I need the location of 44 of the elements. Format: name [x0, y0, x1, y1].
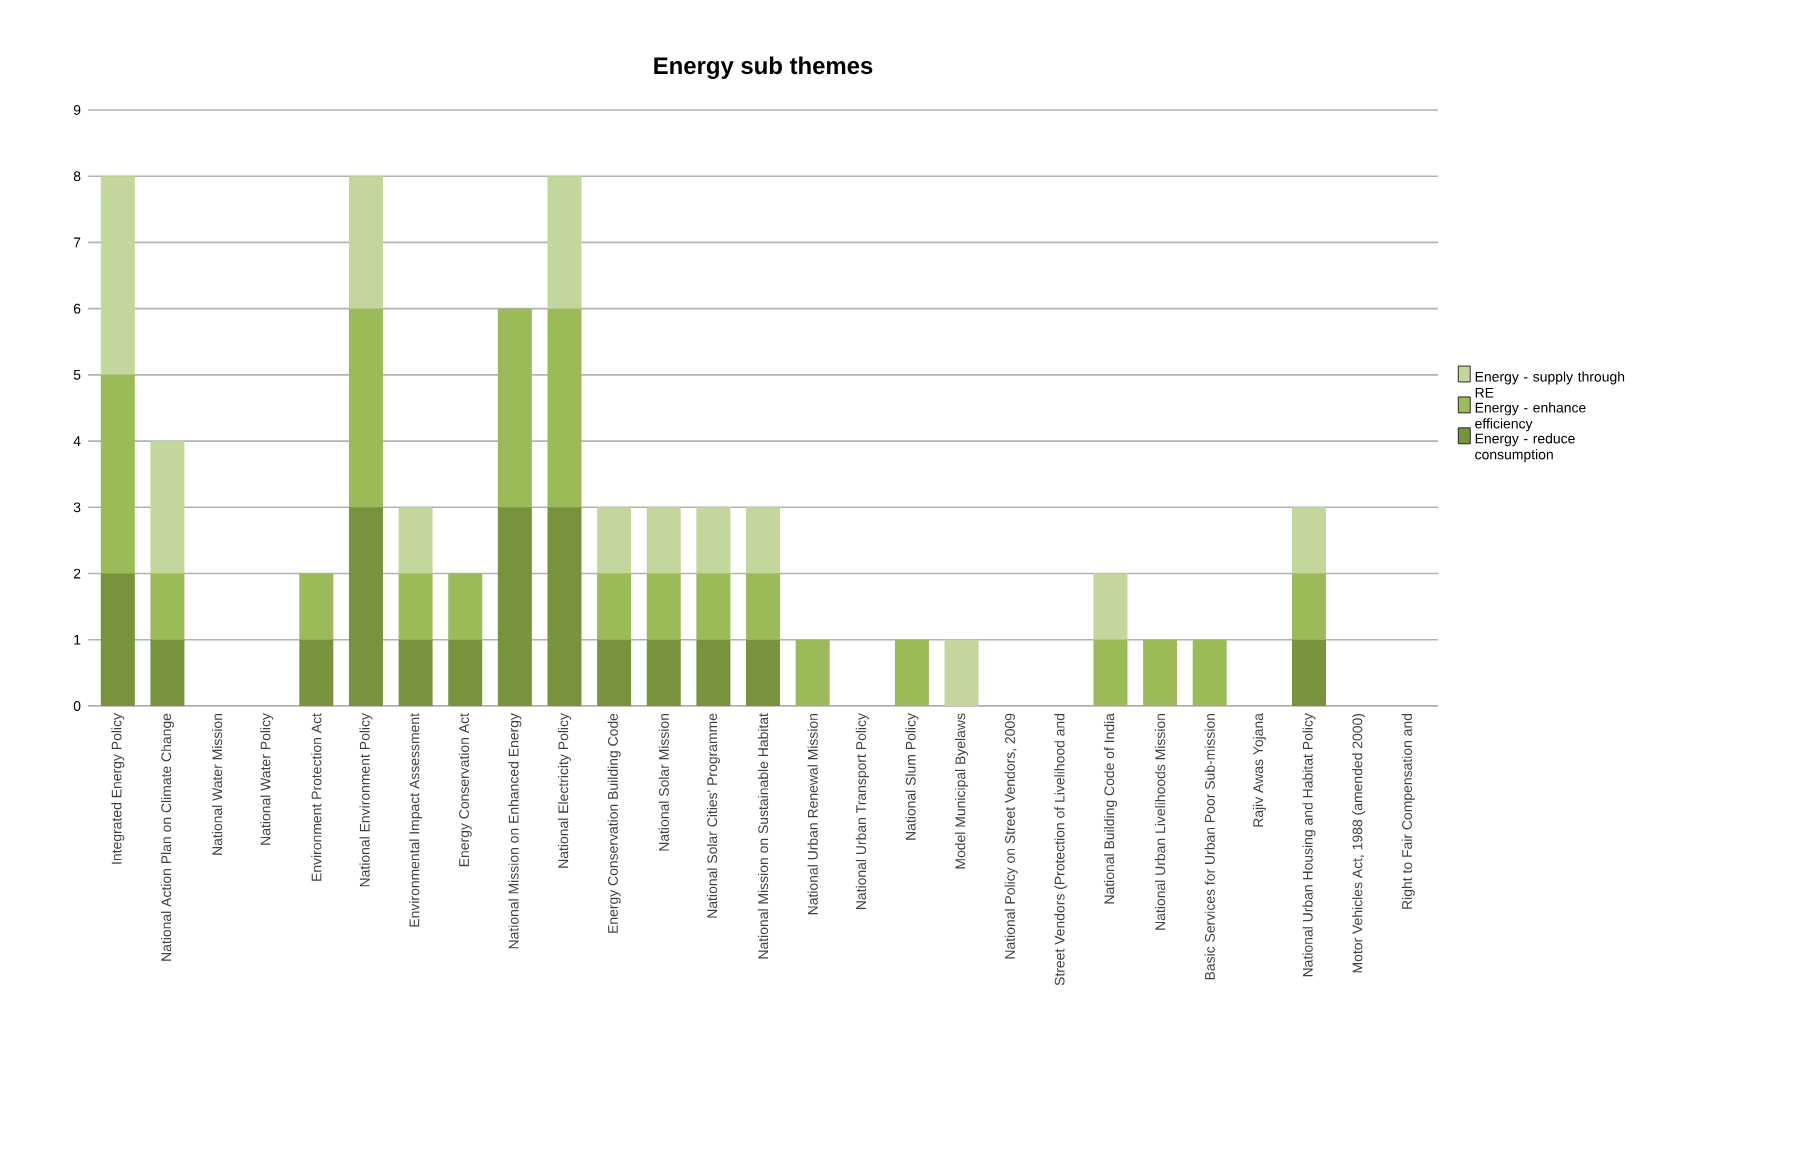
bar — [646, 507, 681, 574]
bar — [448, 639, 483, 706]
bar — [100, 573, 135, 706]
bar — [348, 308, 383, 508]
bar — [150, 573, 185, 640]
bar — [597, 573, 632, 640]
bar — [746, 573, 781, 640]
bar — [348, 507, 383, 706]
bar — [1291, 573, 1326, 640]
bar — [299, 639, 334, 706]
bar — [1093, 573, 1128, 640]
bar — [497, 507, 532, 706]
bar — [597, 639, 632, 706]
bar — [746, 507, 781, 574]
bar — [696, 639, 731, 706]
bar — [597, 507, 632, 574]
bar — [100, 176, 135, 375]
bar — [100, 374, 135, 574]
bar — [398, 639, 433, 706]
bar — [1291, 507, 1326, 574]
bar — [497, 308, 532, 508]
bar — [547, 308, 582, 508]
bar — [547, 176, 582, 309]
bar — [1143, 639, 1178, 706]
bar — [646, 573, 681, 640]
bar — [547, 507, 582, 706]
bar — [348, 176, 383, 309]
bar — [696, 507, 731, 574]
bar — [894, 639, 929, 706]
bar — [1093, 639, 1128, 706]
bar — [696, 573, 731, 640]
bar — [746, 639, 781, 706]
bar — [1291, 639, 1326, 706]
chart-title: Energy sub themes — [654, 56, 873, 79]
bar — [646, 639, 681, 706]
bar — [398, 573, 433, 640]
bar — [299, 573, 334, 640]
bar — [944, 639, 979, 706]
bar — [448, 573, 483, 640]
bar — [1192, 639, 1227, 706]
bar — [150, 639, 185, 706]
bar — [150, 441, 185, 574]
bar — [398, 507, 433, 574]
bar — [795, 639, 830, 706]
